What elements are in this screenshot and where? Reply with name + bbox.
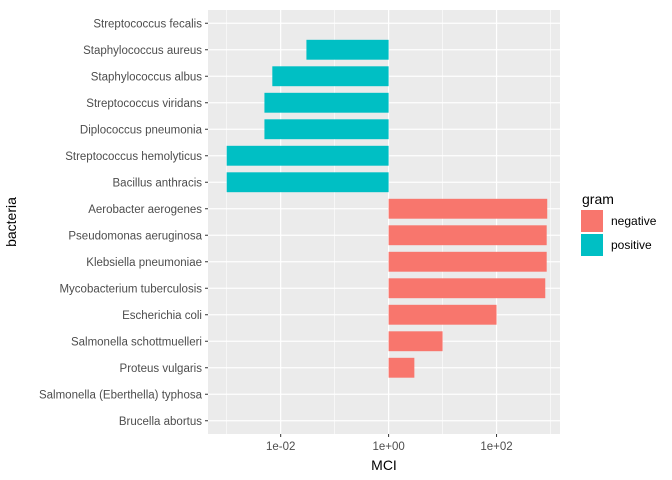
bar-11	[388, 278, 546, 299]
bar-3	[272, 66, 389, 87]
bar-12	[388, 304, 497, 325]
y-tick-label: Staphylococcus albus	[91, 71, 202, 83]
y-axis-ticks: Streptococcus fecalis Staphylococcus aure…	[39, 18, 208, 428]
legend: gram negative positive	[581, 191, 657, 256]
y-tick-label: Salmonella schottmuelleri	[71, 336, 202, 348]
x-axis-title: MCI	[371, 457, 397, 473]
bars	[226, 39, 548, 378]
y-tick-label: Pseudomonas aeruginosa	[68, 230, 202, 242]
y-axis-title: bacteria	[3, 197, 19, 247]
y-tick-label: Diplococcus pneumonia	[80, 124, 203, 136]
x-axis-ticks: 1e-02 1e+00 1e+02	[266, 434, 513, 453]
bar-13	[388, 331, 443, 352]
x-tick-label: 1e-02	[266, 441, 295, 453]
y-tick-label: Mycobacterium tuberculosis	[59, 283, 202, 295]
y-tick-label: Staphylococcus aureus	[83, 45, 202, 57]
bar-5	[264, 119, 389, 140]
y-tick-label: Aerobacter aerogenes	[88, 204, 202, 216]
y-tick-label: Bacillus anthracis	[113, 177, 203, 189]
bar-10	[388, 251, 547, 272]
y-tick-label: Streptococcus fecalis	[93, 18, 202, 30]
bar-6	[226, 145, 389, 166]
x-tick-label: 1e+02	[480, 441, 512, 453]
bar-2	[306, 39, 389, 60]
y-tick-label: Streptococcus hemolyticus	[65, 151, 202, 163]
bar-9	[388, 225, 547, 246]
y-tick-label: Brucella abortus	[119, 416, 202, 428]
bar-7	[226, 172, 389, 193]
y-tick-label: Escherichia coli	[122, 310, 202, 322]
legend-title: gram	[582, 191, 614, 207]
legend-key-negative	[581, 210, 603, 232]
legend-key-positive	[581, 234, 603, 256]
bar-8	[388, 198, 548, 219]
legend-label-positive: positive	[611, 238, 652, 252]
legend-label-negative: negative	[611, 214, 657, 228]
y-tick-label: Klebsiella pneumoniae	[86, 257, 202, 269]
bar-14	[388, 357, 415, 378]
y-tick-label: Proteus vulgaris	[120, 363, 203, 375]
y-tick-label: Salmonella (Eberthella) typhosa	[39, 389, 203, 401]
bar-4	[264, 92, 389, 113]
y-tick-label: Streptococcus viridans	[86, 98, 202, 110]
x-tick-label: 1e+00	[372, 441, 404, 453]
